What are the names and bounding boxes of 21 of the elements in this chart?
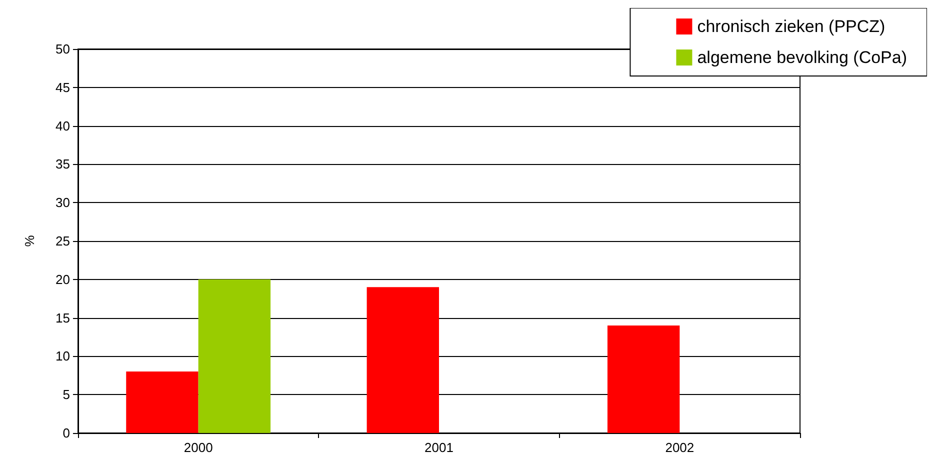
y-axis-title: % [22, 234, 37, 247]
x-tick-label: 2002 [665, 440, 694, 455]
y-tick-label: 0 [62, 426, 70, 440]
bar [607, 325, 680, 433]
legend-label: algemene bevolking (CoPa) [697, 48, 908, 67]
x-tick-label: 2001 [424, 440, 454, 455]
y-tick-label: 50 [56, 42, 70, 56]
y-tick-label: 40 [56, 118, 70, 134]
y-tick-label: 45 [56, 80, 70, 95]
y-tick-label: 35 [56, 156, 70, 172]
x-tick-label: 2000 [184, 440, 213, 455]
y-tick-label: 5 [62, 387, 70, 402]
y-tick-label: 10 [56, 348, 70, 364]
y-tick-label: 15 [56, 310, 70, 326]
bar [126, 372, 198, 433]
y-tick-label: 20 [56, 272, 70, 287]
legend-label: chronisch zieken (PPCZ) [697, 17, 886, 36]
bar [366, 287, 439, 433]
y-tick-label: 25 [56, 234, 70, 248]
bar [198, 279, 271, 433]
y-tick-label: 30 [56, 195, 70, 210]
